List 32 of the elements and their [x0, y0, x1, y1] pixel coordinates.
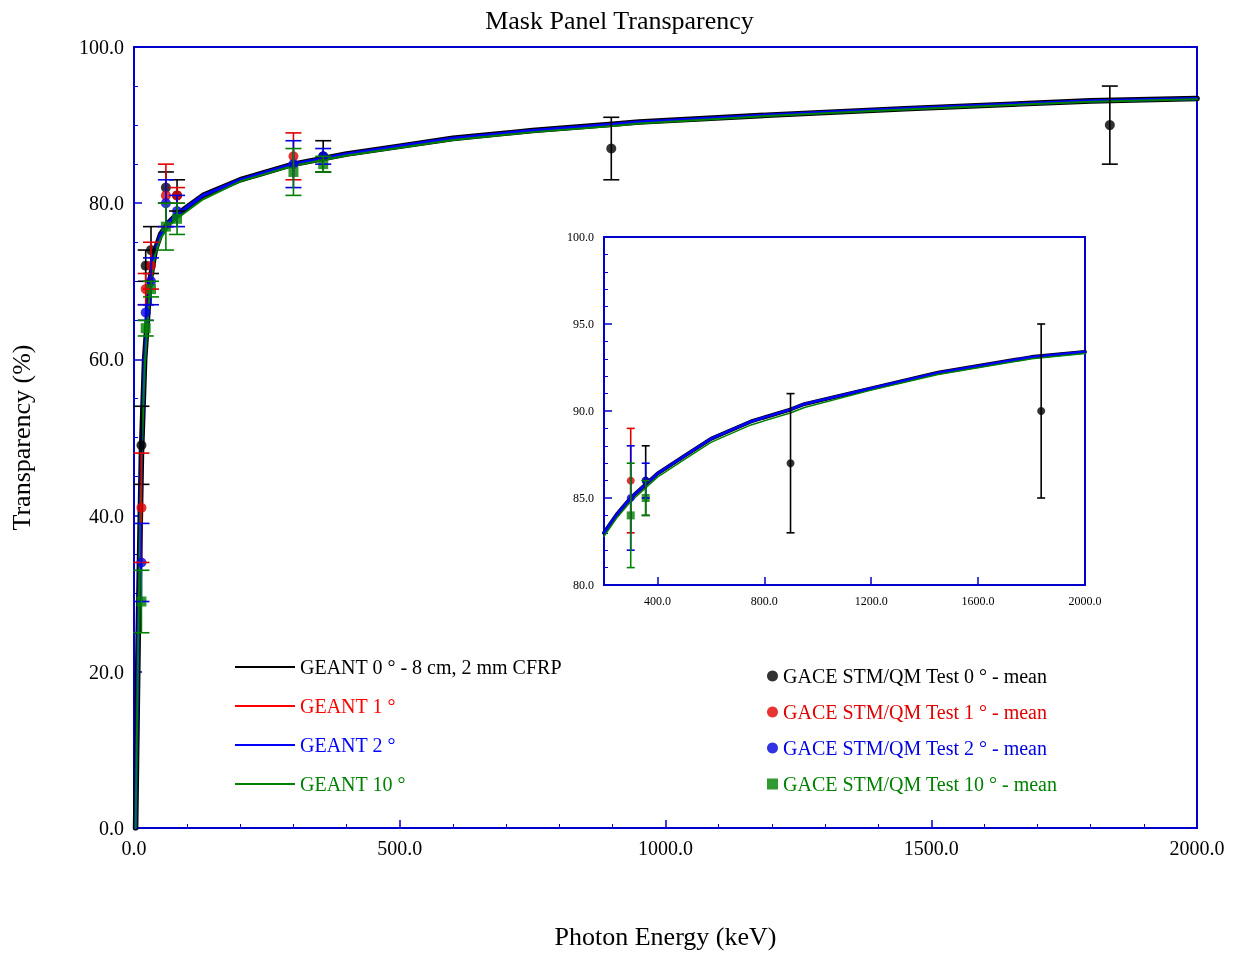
- legend-label: GEANT 2 °: [300, 734, 396, 756]
- chart-title: Mask Panel Transparency: [485, 5, 754, 35]
- legend-label: GACE STM/QM Test 2 ° - mean: [783, 737, 1047, 759]
- y-tick-label: 80.0: [89, 192, 124, 215]
- y-tick-label: 60.0: [89, 348, 124, 371]
- y-tick-label: 85.0: [573, 491, 594, 505]
- x-tick-label: 1600.0: [961, 594, 995, 608]
- legend-label: GEANT 0 ° - 8 cm, 2 mm CFRP: [300, 656, 562, 678]
- legend-label: GACE STM/QM Test 1 ° - mean: [783, 701, 1047, 723]
- x-tick-label: 2000.0: [1068, 594, 1102, 608]
- x-tick-label: 0.0: [121, 837, 147, 859]
- legend-label: GACE STM/QM Test 0 ° - mean: [783, 665, 1047, 687]
- y-tick-label: 80.0: [573, 578, 594, 592]
- y-tick-label: 100.0: [567, 230, 594, 244]
- y-tick-label: 90.0: [573, 404, 594, 418]
- y-tick-label: 0.0: [99, 817, 124, 839]
- x-tick-label: 1000.0: [638, 837, 693, 859]
- y-tick-label: 95.0: [573, 317, 594, 331]
- legend-label: GEANT 1 °: [300, 695, 396, 717]
- x-tick-label: 1200.0: [854, 594, 888, 608]
- y-tick-label: 20.0: [89, 660, 124, 683]
- x-tick-label: 800.0: [750, 594, 778, 608]
- y-tick-label: 100.0: [79, 36, 124, 58]
- x-axis-title: Photon Energy (keV): [554, 921, 777, 951]
- x-tick-label: 500.0: [377, 837, 423, 859]
- legend-label: GACE STM/QM Test 10 ° - mean: [783, 773, 1057, 795]
- x-tick-label: 2000.0: [1169, 837, 1225, 859]
- y-axis-title: Transparency (%): [6, 344, 36, 531]
- y-tick-label: 40.0: [89, 504, 124, 527]
- legend-label: GEANT 10 °: [300, 773, 406, 795]
- x-tick-label: 1500.0: [903, 837, 959, 859]
- x-tick-label: 400.0: [643, 594, 671, 608]
